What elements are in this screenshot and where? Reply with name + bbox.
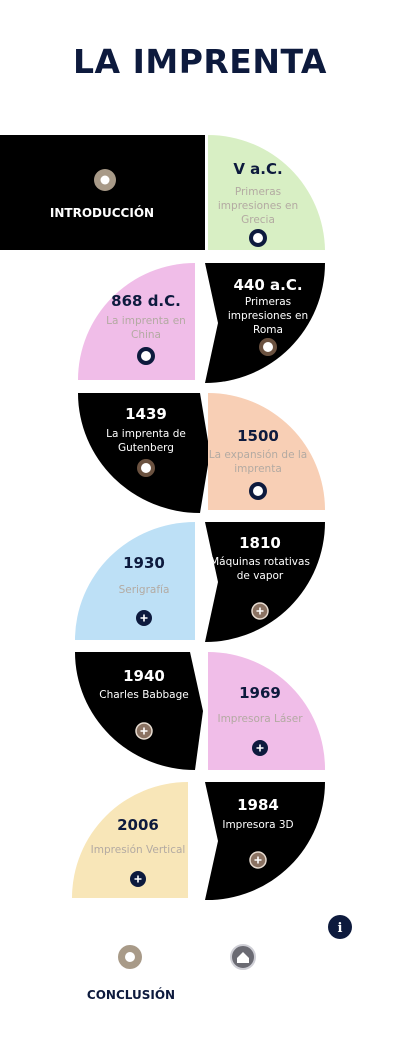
item-year: 1810 [239,534,281,552]
item-text: Impresora Láser [217,713,303,725]
item-button[interactable] [249,229,267,247]
timeline-tile [75,522,195,640]
item-year: 1439 [125,405,167,423]
intro-tile [0,135,205,250]
item-year: 440 a.C. [233,276,303,294]
item-text: La expansión de la imprenta [208,449,308,475]
item-year: 1940 [123,667,165,685]
conclusion-button-dot [125,952,135,962]
item-button[interactable] [259,338,277,356]
timeline-tile [75,652,203,770]
plus-icon [140,614,148,622]
plus-icon [254,856,262,864]
timeline-tile [208,393,325,510]
item-year: 868 d.C. [111,292,181,310]
timeline-tile [205,782,325,901]
title: LA IMPRENTA [73,42,327,81]
item-button[interactable] [249,482,267,500]
item-button[interactable] [137,459,155,477]
timeline-tile [205,522,325,642]
plus-icon [256,607,264,615]
timeline-tile [78,263,195,380]
item-year: 1930 [123,554,165,572]
item-year: 1984 [237,796,279,814]
item-text: Máquinas rotativas de vapor [210,556,310,582]
item-year: 2006 [117,816,159,834]
intro-label: INTRODUCCIÓN [49,206,155,220]
intro-button-dot [100,175,110,185]
item-year: 1500 [237,427,279,445]
item-text: Impresora 3D [222,819,294,831]
timeline-tile [78,393,210,513]
plus-icon [256,744,264,752]
timeline-tile [205,263,325,383]
item-text: Primeras impresiones en Roma [227,296,309,336]
item-text: Impresión Vertical [90,844,186,856]
item-year: V a.C. [233,160,283,178]
item-text: Serigrafía [118,584,170,596]
info-button[interactable] [328,915,352,939]
timeline-tile [208,652,326,770]
item-button[interactable] [137,347,155,365]
timeline-tile [208,134,325,250]
info-icon: i [338,921,343,936]
item-text: La imprenta en China [106,315,186,341]
item-text: La imprenta de Gutenberg [106,428,186,454]
item-year: 1969 [239,684,281,702]
plus-icon [140,727,148,735]
item-text: Charles Babbage [99,689,189,701]
item-text: Primeras impresiones en Grecia [217,186,299,226]
timeline-tile [72,782,188,898]
home-icon [237,952,249,963]
conclusion-label: CONCLUSIÓN [86,988,176,1002]
plus-icon [134,875,142,883]
